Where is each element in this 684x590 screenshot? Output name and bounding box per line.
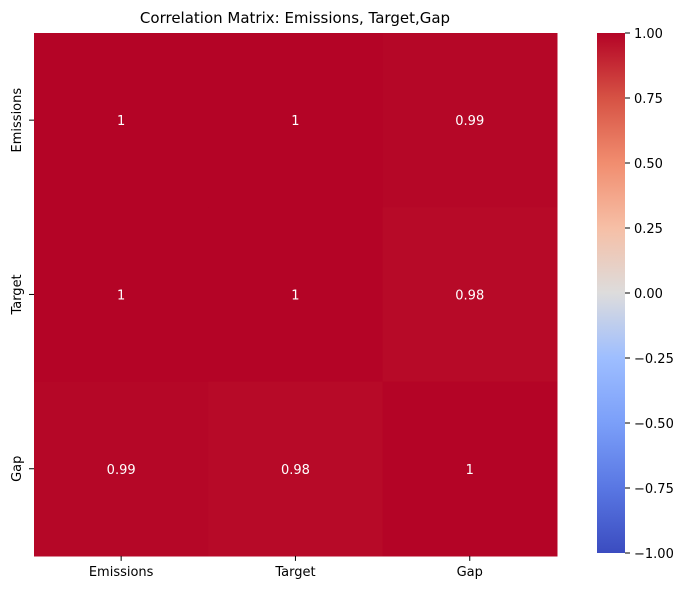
cell-annotation: 0.98 [281,463,310,478]
cell-annotation: 1 [466,463,474,478]
chart-title: Correlation Matrix: Emissions, Target,Ga… [140,9,450,27]
colorbar [597,33,625,553]
y-tick-label: Emissions [10,88,25,153]
heatmap-cell [34,33,209,208]
x-tick-label: Target [274,565,315,580]
cell-annotation: 1 [117,288,125,303]
cell-annotation: 0.99 [455,114,484,129]
colorbar-tick-label: −0.25 [634,352,674,367]
heatmap-cell [34,381,209,557]
heatmap-cell [208,381,384,557]
colorbar-gradient [597,33,625,553]
heatmap-cells [34,33,558,557]
heatmap-cell [34,207,209,383]
heatmap-cell [382,381,558,557]
colorbar-tick-label: 0.50 [634,157,663,172]
y-tick-label: Target [10,274,25,315]
colorbar-tick-label: 0.75 [634,92,663,107]
cell-annotation: 1 [291,288,299,303]
colorbar-axis: 1.00 0.75 0.50 0.25 0.00 −0.25 −0.50 −0.75 −1.00 [625,27,674,562]
x-tick-label: Gap [457,565,483,580]
colorbar-tick-label: −0.75 [634,482,674,497]
heatmap-cell [382,207,558,383]
x-axis: Emissions Target Gap [89,555,483,580]
x-tick-label: Emissions [89,565,154,580]
y-tick-label: Gap [10,456,25,482]
heatmap-cell [382,33,558,208]
cell-annotation: 0.98 [455,288,484,303]
cell-annotation: 0.99 [107,463,136,478]
heatmap-cell [208,207,384,383]
heatmap-cell [208,33,384,208]
colorbar-tick-label: 0.00 [634,287,663,302]
colorbar-tick-label: 0.25 [634,222,663,237]
cell-annotation: 1 [291,114,299,129]
cell-annotation: 1 [117,114,125,129]
colorbar-tick-label: −0.50 [634,417,674,432]
colorbar-tick-label: 1.00 [634,27,663,42]
y-axis: Emissions Target Gap [10,88,34,482]
colorbar-tick-label: −1.00 [634,547,674,562]
heatmap-annotations: 1 1 0.99 1 1 0.98 0.99 0.98 1 [107,114,485,478]
